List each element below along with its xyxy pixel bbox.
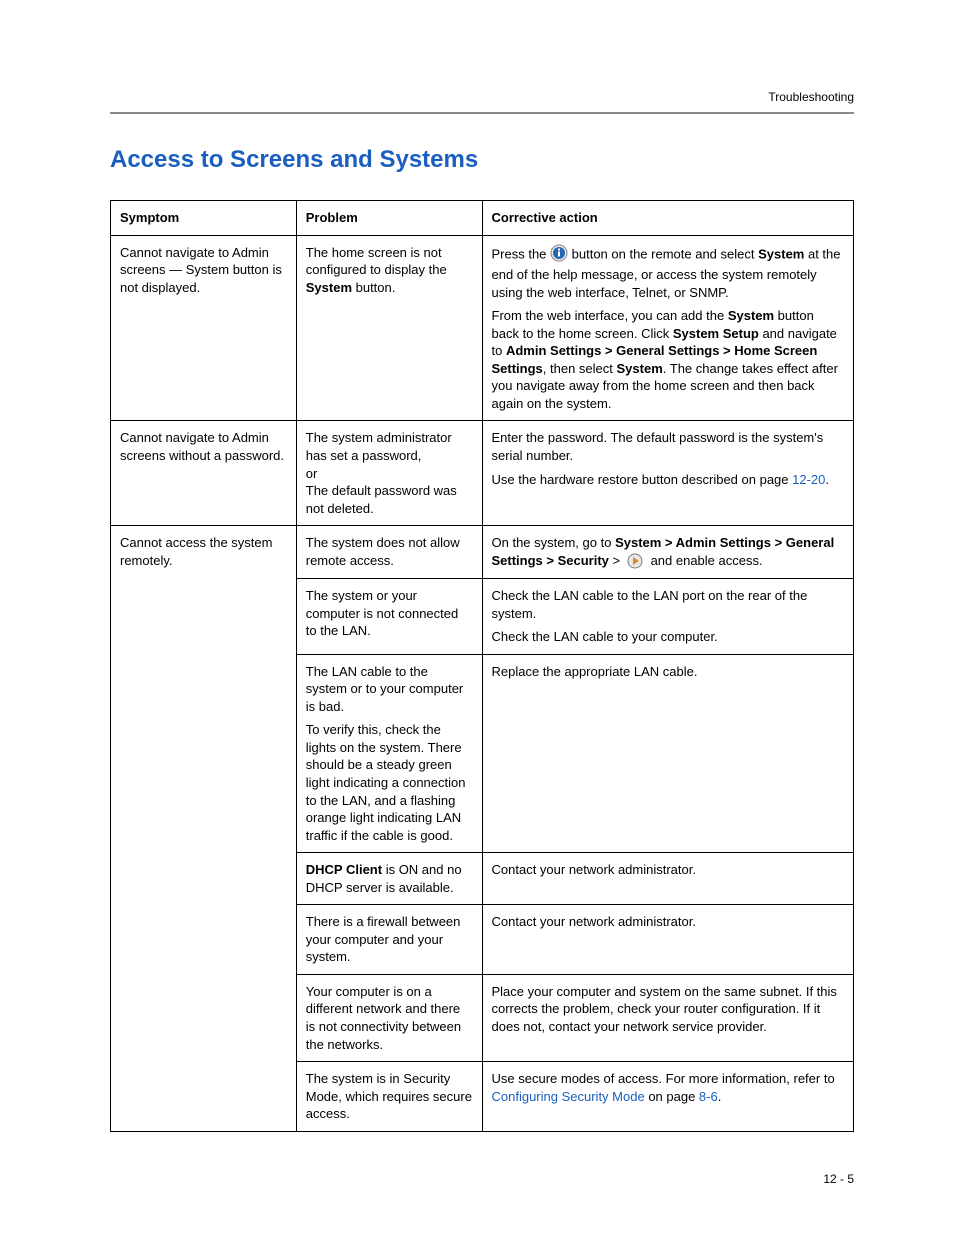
page-number: 12 - 5 [110,1172,854,1186]
problem-cell: The home screen is not configured to dis… [296,235,482,421]
problem-cell: DHCP Client is ON and no DHCP server is … [296,853,482,905]
action-cell: Replace the appropriate LAN cable. [482,654,854,852]
symptom-cell: Cannot navigate to Admin screens — Syste… [111,235,297,421]
col-header-action: Corrective action [482,201,854,236]
col-header-problem: Problem [296,201,482,236]
troubleshooting-table: Symptom Problem Corrective action Cannot… [110,200,854,1132]
table-row: Cannot navigate to Admin screens — Syste… [111,235,854,421]
action-cell: On the system, go to System > Admin Sett… [482,526,854,579]
section-title: Access to Screens and Systems [110,146,854,174]
document-page: Troubleshooting Access to Screens and Sy… [0,0,954,1226]
header-rule [110,112,854,114]
action-cell: Use secure modes of access. For more inf… [482,1062,854,1132]
problem-cell: The system administrator has set a passw… [296,421,482,526]
table-row: Cannot access the system remotely.The sy… [111,526,854,579]
info-icon [550,244,568,267]
problem-cell: Your computer is on a different network … [296,974,482,1061]
action-cell: Place your computer and system on the sa… [482,974,854,1061]
problem-cell: There is a firewall between your compute… [296,905,482,975]
table-header-row: Symptom Problem Corrective action [111,201,854,236]
symptom-cell: Cannot access the system remotely. [111,526,297,1132]
action-cell: Enter the password. The default password… [482,421,854,526]
col-header-symptom: Symptom [111,201,297,236]
action-cell: Contact your network administrator. [482,905,854,975]
table-body: Cannot navigate to Admin screens — Syste… [111,235,854,1131]
symptom-cell: Cannot navigate to Admin screens without… [111,421,297,526]
running-head: Troubleshooting [110,90,854,104]
problem-cell: The LAN cable to the system or to your c… [296,654,482,852]
action-cell: Press the button on the remote and selec… [482,235,854,421]
arrow-right-icon [627,553,643,571]
table-row: Cannot navigate to Admin screens without… [111,421,854,526]
action-cell: Contact your network administrator. [482,853,854,905]
problem-cell: The system is in Security Mode, which re… [296,1062,482,1132]
action-cell: Check the LAN cable to the LAN port on t… [482,579,854,655]
problem-cell: The system or your computer is not conne… [296,579,482,655]
problem-cell: The system does not allow remote access. [296,526,482,579]
